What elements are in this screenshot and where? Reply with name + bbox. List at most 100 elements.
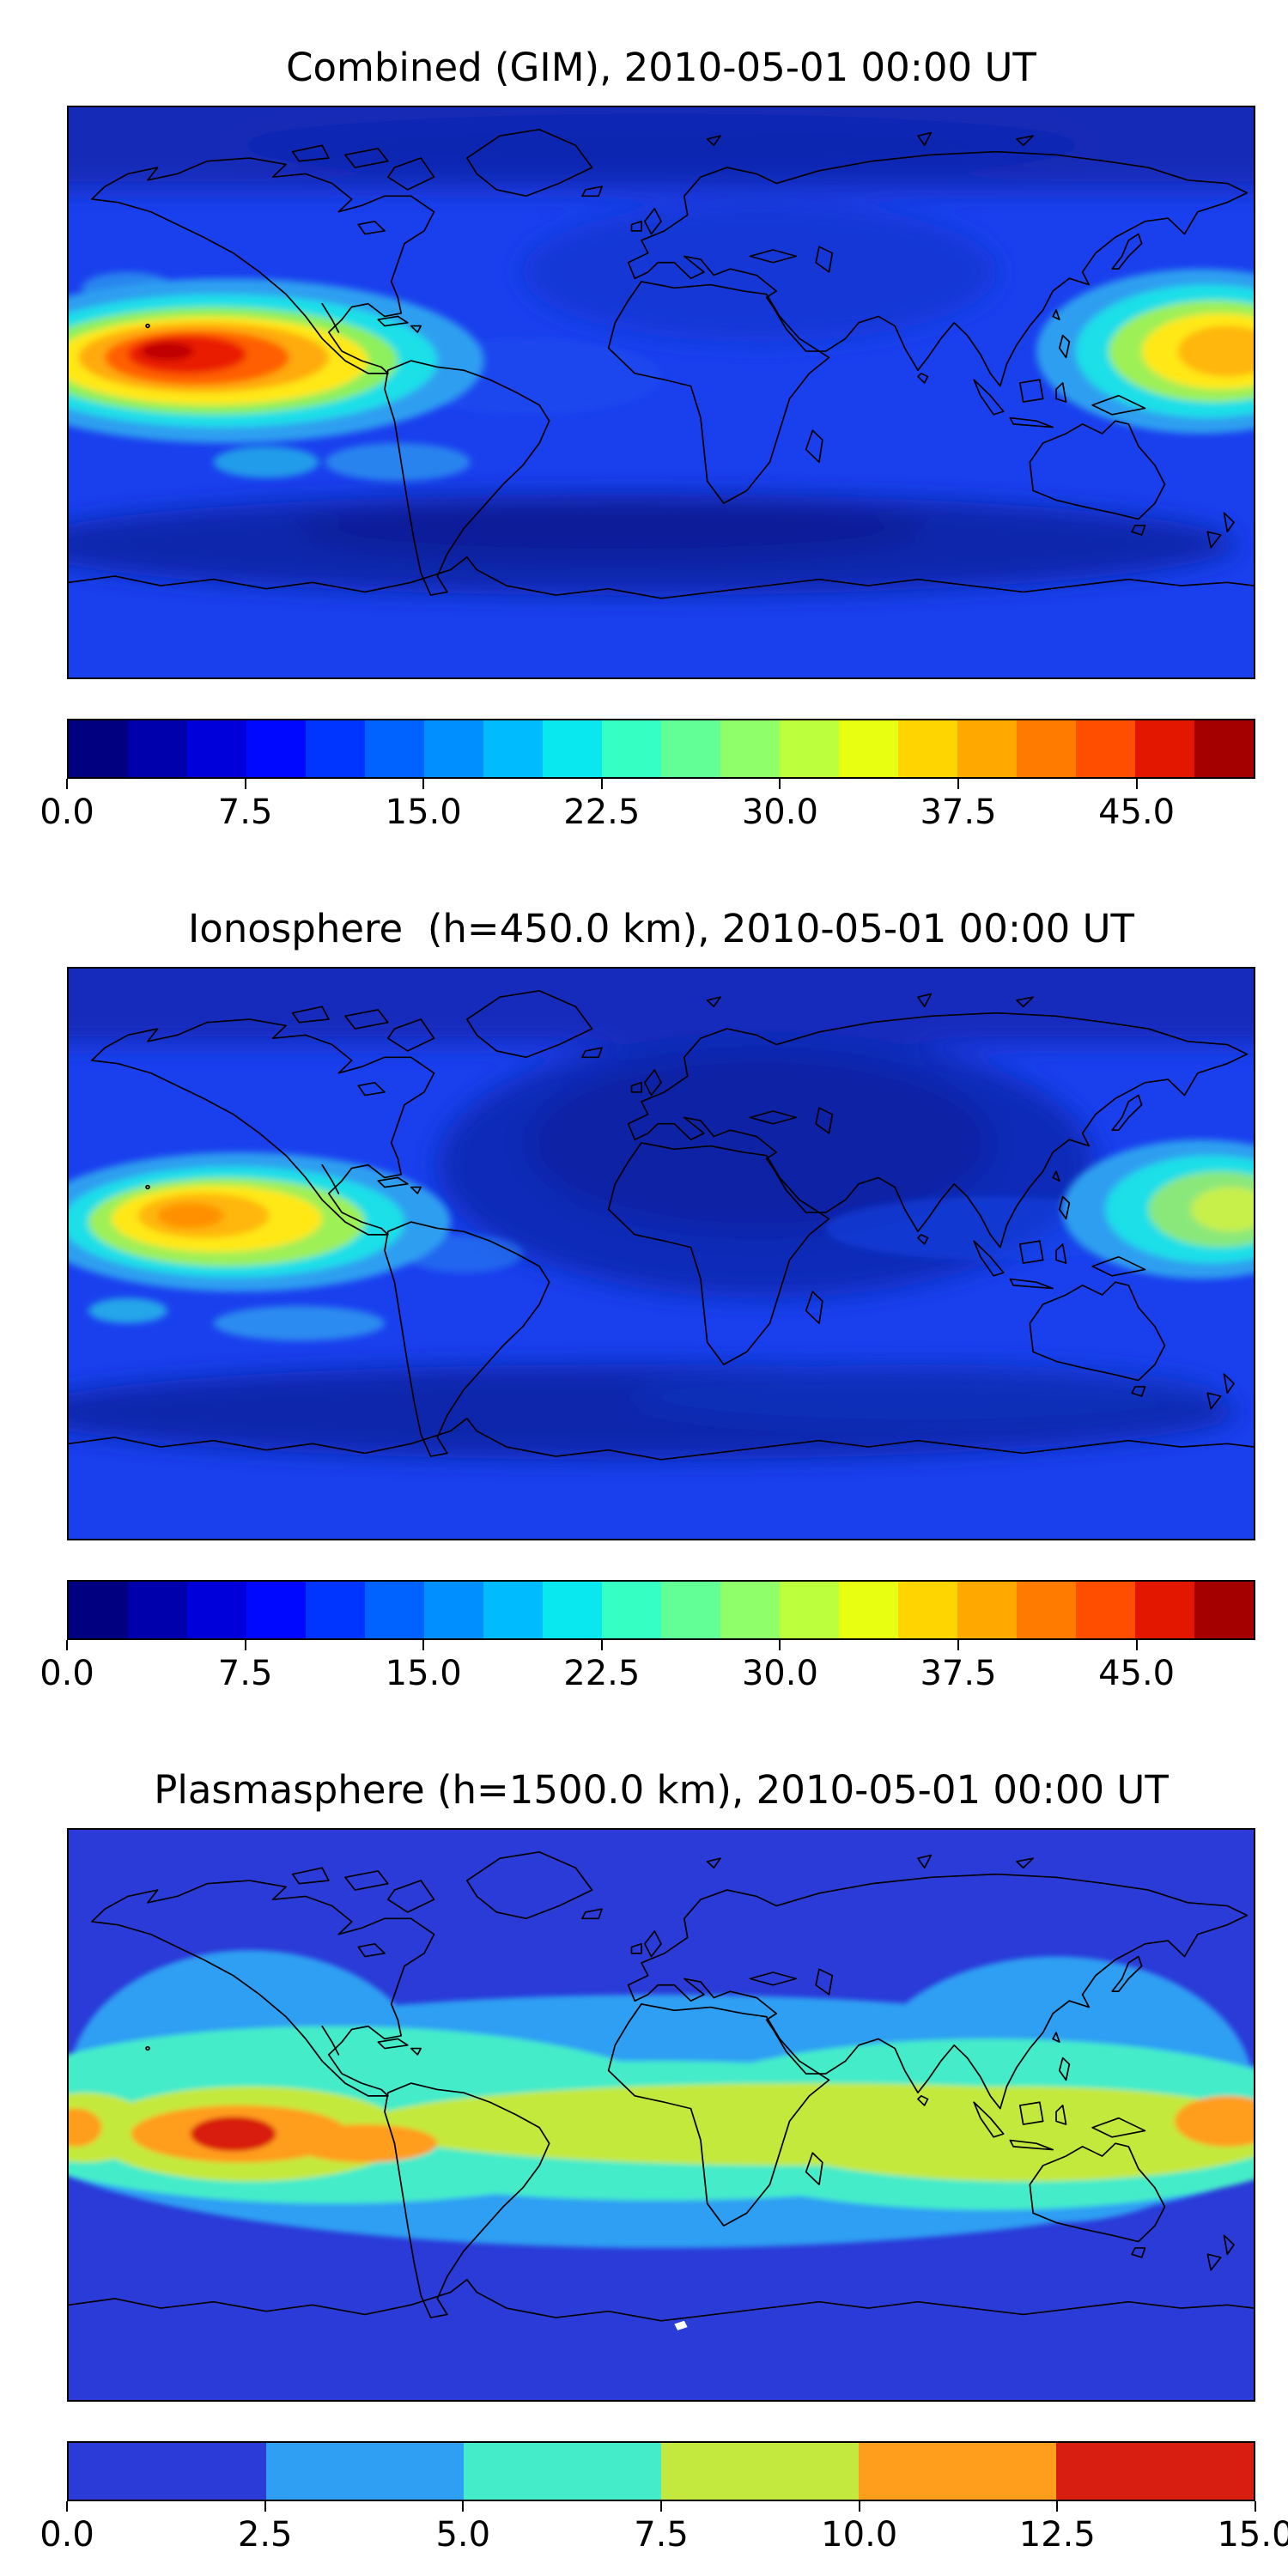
colorbar-segment <box>661 2443 859 2500</box>
colorbar-tick-mark <box>66 1640 68 1650</box>
colorbar-tick-mark <box>660 2501 662 2512</box>
colorbar-segment <box>1056 2443 1254 2500</box>
panel-plasmasphere-colorbar-ticks: 0.0 2.5 5.0 7.5 10.0 12.5 15.0 <box>39 2501 1288 2561</box>
colorbar-segment <box>1194 720 1254 777</box>
colorbar-tick-mark <box>462 2501 465 2512</box>
colorbar-tick-label: 45.0 <box>1098 793 1176 832</box>
colorbar-segment <box>306 720 365 777</box>
colorbar-segment <box>957 1582 1017 1638</box>
tec-map-plasmasphere <box>69 1830 1254 2400</box>
colorbar-tick-mark <box>600 779 603 789</box>
panel-plasmasphere-colorbar <box>67 2441 1255 2501</box>
colorbar-tick-label: 45.0 <box>1098 1654 1176 1693</box>
colorbar-segment <box>424 720 483 777</box>
panel-combined-colorbar <box>67 719 1255 779</box>
colorbar-segment <box>543 720 602 777</box>
colorbar-tick-label: 7.5 <box>217 793 273 832</box>
panel-combined-title: Combined (GIM), 2010-05-01 00:00 UT <box>286 45 1036 90</box>
colorbar-segment <box>69 720 128 777</box>
panel-combined-map <box>67 106 1255 679</box>
colorbar-tick-label: 0.0 <box>39 793 94 832</box>
colorbar-tick-mark <box>1135 1640 1138 1650</box>
colorbar-segment <box>483 720 543 777</box>
panel-plasmasphere-title: Plasmasphere (h=1500.0 km), 2010-05-01 0… <box>154 1767 1169 1813</box>
colorbar-tick-mark <box>244 779 246 789</box>
panel-ionosphere-colorbar-wrap <box>67 1580 1255 1640</box>
colorbar-tick-label: 0.0 <box>39 2515 94 2555</box>
colorbar-tick-mark <box>957 779 959 789</box>
colorbar-segment <box>1076 720 1135 777</box>
panel-combined: Combined (GIM), 2010-05-01 00:00 UT <box>0 0 1288 839</box>
colorbar-segment <box>720 1582 780 1638</box>
colorbar-tick-label: 37.5 <box>920 1654 997 1693</box>
colorbar-segment <box>187 1582 246 1638</box>
colorbar-segment <box>1017 1582 1076 1638</box>
colorbar-segment <box>1135 720 1194 777</box>
colorbar-tick-mark <box>244 1640 246 1650</box>
colorbar-segment <box>424 1582 483 1638</box>
panel-ionosphere-colorbar <box>67 1580 1255 1640</box>
colorbar-tick-label: 5.0 <box>435 2515 491 2555</box>
panel-ionosphere-map <box>67 967 1255 1540</box>
colorbar-segment <box>1076 1582 1135 1638</box>
data-gap-speck <box>674 2320 688 2330</box>
colorbar-tick-label: 22.5 <box>563 1654 641 1693</box>
colorbar-segment <box>898 720 957 777</box>
panel-combined-colorbar-ticks: 0.0 7.5 15.0 22.5 30.0 37.5 45.0 <box>39 779 1255 839</box>
colorbar-segment <box>246 1582 306 1638</box>
colorbar-segment <box>483 1582 543 1638</box>
colorbar-tick-label: 7.5 <box>634 2515 689 2555</box>
colorbar-tick-mark <box>422 779 425 789</box>
colorbar-segment <box>661 1582 720 1638</box>
colorbar-tick-label: 22.5 <box>563 793 641 832</box>
colorbar-tick-label: 30.0 <box>741 793 818 832</box>
colorbar-tick-label: 15.0 <box>385 793 462 832</box>
colorbar-segment <box>365 1582 424 1638</box>
colorbar-tick-mark <box>779 1640 781 1650</box>
tec-map-ionosphere <box>69 969 1254 1539</box>
colorbar-segment <box>365 720 424 777</box>
colorbar-tick-mark <box>1135 779 1138 789</box>
colorbar-tick-label: 2.5 <box>237 2515 293 2555</box>
panel-ionosphere-colorbar-ticks: 0.0 7.5 15.0 22.5 30.0 37.5 45.0 <box>39 1640 1255 1700</box>
colorbar-segment <box>246 720 306 777</box>
colorbar-segment <box>780 720 839 777</box>
colorbar-segment <box>661 720 720 777</box>
colorbar-tick-mark <box>1056 2501 1059 2512</box>
colorbar-segment <box>1194 1582 1254 1638</box>
colorbar-tick-mark <box>1255 2501 1256 2512</box>
colorbar-segment <box>1135 1582 1194 1638</box>
colorbar-tick-label: 37.5 <box>920 793 997 832</box>
colorbar-segment <box>266 2443 464 2500</box>
colorbar-tick-label: 15.0 <box>1217 2515 1288 2555</box>
tec-map-combined <box>69 107 1254 677</box>
tec-field-broad <box>69 969 1254 1460</box>
colorbar-segment <box>543 1582 602 1638</box>
colorbar-segment <box>464 2443 661 2500</box>
colorbar-segment <box>128 720 187 777</box>
colorbar-segment <box>602 720 661 777</box>
tec-field-bands <box>69 1950 1254 2248</box>
colorbar-tick-mark <box>600 1640 603 1650</box>
panel-ionosphere: Ionosphere (h=450.0 km), 2010-05-01 00:0… <box>0 839 1288 1700</box>
colorbar-segment <box>602 1582 661 1638</box>
colorbar-tick-label: 10.0 <box>821 2515 898 2555</box>
panel-combined-colorbar-wrap <box>67 719 1255 779</box>
colorbar-tick-mark <box>66 2501 68 2512</box>
colorbar-segment <box>898 1582 957 1638</box>
colorbar-tick-label: 7.5 <box>217 1654 273 1693</box>
colorbar-tick-mark <box>66 779 68 789</box>
colorbar-segment <box>780 1582 839 1638</box>
panel-ionosphere-title: Ionosphere (h=450.0 km), 2010-05-01 00:0… <box>187 906 1135 951</box>
panel-plasmasphere: Plasmasphere (h=1500.0 km), 2010-05-01 0… <box>0 1700 1288 2561</box>
colorbar-tick-mark <box>779 779 781 789</box>
tec-field-broad <box>69 107 1254 596</box>
colorbar-segment <box>839 720 898 777</box>
colorbar-segment <box>69 1582 128 1638</box>
colorbar-tick-mark <box>858 2501 860 2512</box>
colorbar-segment <box>1017 720 1076 777</box>
panel-plasmasphere-colorbar-wrap <box>67 2441 1255 2501</box>
colorbar-segment <box>69 2443 266 2500</box>
colorbar-tick-mark <box>264 2501 266 2512</box>
colorbar-tick-mark <box>957 1640 959 1650</box>
